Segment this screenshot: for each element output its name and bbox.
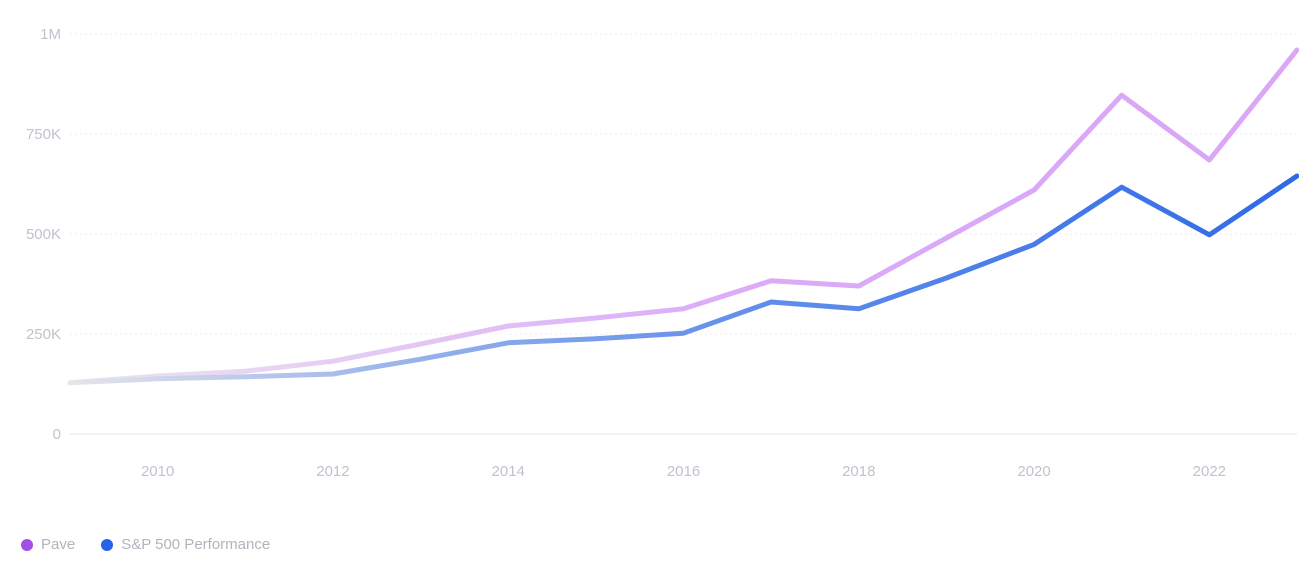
grid-layer	[70, 33, 1297, 435]
x-tick-label: 2010	[141, 463, 174, 480]
legend-label-pave: Pave	[41, 536, 76, 553]
legend-item-pave[interactable]: Pave	[21, 536, 75, 553]
x-tick-label: 2012	[316, 463, 349, 480]
x-tick-label: 2014	[492, 463, 525, 480]
x-tick-label: 2018	[842, 463, 875, 480]
axis-layer: 0 250K 500K 750K 1M 2010 2012 2014 2016 2018 2020 2…	[26, 26, 1226, 480]
y-tick-label: 0	[53, 426, 61, 443]
legend: Pave S&P 500 Performance	[21, 536, 270, 553]
y-tick-label: 500K	[26, 226, 61, 243]
legend-marker-pave	[21, 538, 33, 551]
series-line-sp500[interactable]	[67, 173, 1299, 386]
y-tick-label: 750K	[26, 126, 61, 143]
legend-marker-sp500	[101, 538, 114, 551]
x-tick-label: 2016	[667, 463, 700, 480]
x-tick-label: 2020	[1017, 463, 1050, 480]
series-line-pave[interactable]	[67, 47, 1299, 386]
series-layer	[67, 47, 1299, 386]
x-tick-label: 2022	[1193, 463, 1226, 480]
y-tick-label: 250K	[26, 326, 61, 343]
legend-label-sp500: S&P 500 Performance	[121, 536, 271, 553]
y-tick-label: 1M	[40, 26, 61, 43]
legend-item-sp500[interactable]: S&P 500 Performance	[101, 536, 270, 553]
